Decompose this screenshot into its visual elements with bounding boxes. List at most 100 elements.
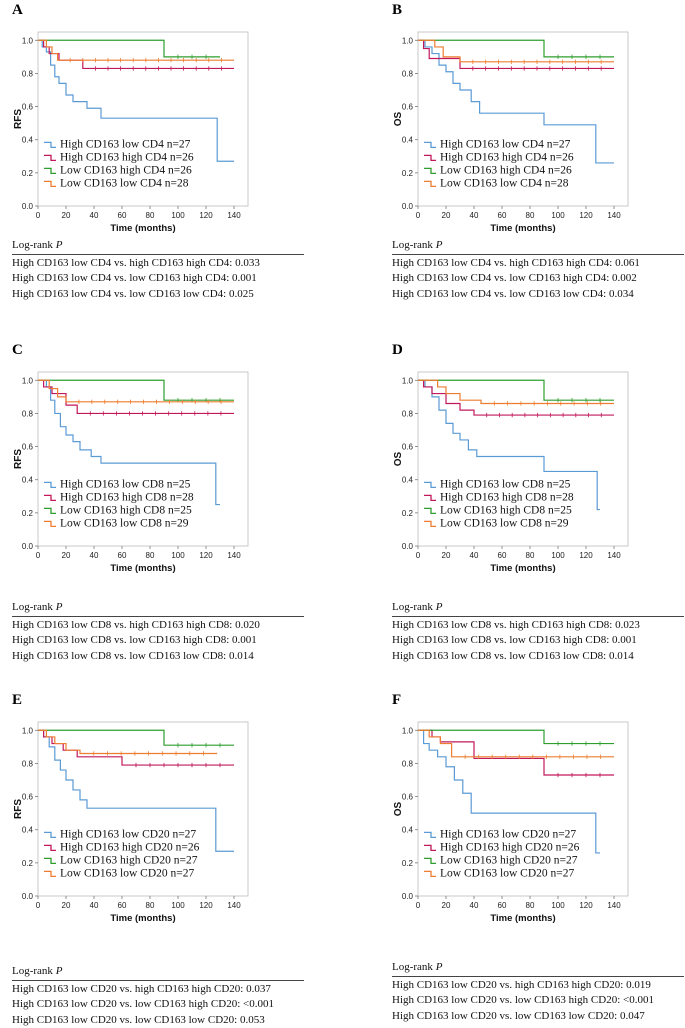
logrank-title: Log-rank P	[392, 600, 684, 617]
legend-swatch	[44, 521, 56, 526]
y-tick-label: 0.4	[402, 476, 414, 485]
panel-letter: C	[12, 342, 23, 359]
logrank-line: High CD163 low CD8 vs. low CD163 low CD8…	[392, 649, 684, 665]
x-tick-label: 0	[36, 551, 41, 560]
logrank-stats: Log-rank P High CD163 low CD4 vs. high C…	[392, 238, 684, 302]
legend-swatch	[44, 155, 56, 160]
x-axis-label: Time (months)	[490, 913, 555, 924]
legend-entry: Low CD163 high CD8 n=25	[440, 504, 572, 516]
panel-letter: D	[392, 342, 403, 359]
x-tick-label: 0	[416, 211, 421, 220]
logrank-stats: Log-rank P High CD163 low CD20 vs. high …	[392, 960, 684, 1024]
y-tick-label: 0.0	[22, 202, 34, 211]
logrank-line: High CD163 low CD4 vs. low CD163 high CD…	[12, 271, 304, 287]
logrank-line: High CD163 low CD20 vs. low CD163 high C…	[12, 997, 304, 1013]
y-tick-label: 0.2	[22, 169, 34, 178]
logrank-title: Log-rank P	[12, 238, 304, 255]
x-tick-label: 40	[90, 901, 99, 910]
y-tick-label: 0.6	[402, 793, 414, 802]
logrank-line: High CD163 low CD20 vs. high CD163 high …	[392, 978, 684, 994]
x-tick-label: 60	[498, 211, 507, 220]
logrank-title: Log-rank P	[12, 600, 304, 617]
y-tick-label: 0.2	[402, 169, 414, 178]
legend-swatch	[44, 508, 56, 513]
x-axis-label: Time (months)	[110, 913, 175, 924]
logrank-stats: Log-rank P High CD163 low CD8 vs. high C…	[12, 600, 304, 664]
y-tick-label: 0.0	[22, 542, 34, 551]
y-tick-label: 0.8	[402, 759, 414, 768]
y-tick-label: 1.0	[402, 36, 414, 45]
legend-swatch	[44, 858, 56, 863]
x-tick-label: 60	[498, 551, 507, 560]
survival-curve	[418, 380, 614, 400]
survival-curve	[38, 40, 234, 68]
legend-swatch	[424, 155, 436, 160]
x-tick-label: 140	[607, 211, 621, 220]
survival-curve	[418, 40, 614, 57]
x-axis-label: Time (months)	[490, 563, 555, 574]
y-tick-label: 0.6	[402, 443, 414, 452]
logrank-label: Log-rank	[392, 239, 433, 251]
logrank-line: High CD163 low CD20 vs. high CD163 high …	[12, 982, 304, 998]
logrank-title: Log-rank P	[392, 238, 684, 255]
logrank-p: P	[436, 601, 443, 613]
x-tick-label: 20	[442, 901, 451, 910]
legend-entry: Low CD163 low CD4 n=28	[440, 177, 569, 189]
y-axis-label: OS	[393, 111, 404, 126]
legend-entry: High CD163 low CD20 n=27	[440, 828, 576, 840]
x-tick-label: 140	[227, 551, 241, 560]
legend-entry: High CD163 low CD20 n=27	[60, 828, 196, 840]
x-tick-label: 140	[607, 901, 621, 910]
legend-entry: Low CD163 high CD8 n=25	[60, 504, 192, 516]
x-tick-label: 60	[118, 901, 127, 910]
y-axis-label: RFS	[13, 449, 24, 469]
y-tick-label: 0.8	[22, 409, 34, 418]
logrank-p: P	[56, 239, 63, 251]
legend-swatch	[424, 871, 436, 876]
x-tick-label: 80	[526, 551, 535, 560]
legend-entry: High CD163 low CD8 n=25	[440, 478, 571, 490]
legend-swatch	[44, 495, 56, 500]
legend-entry: High CD163 low CD8 n=25	[60, 478, 191, 490]
logrank-p: P	[56, 601, 63, 613]
x-tick-label: 80	[146, 551, 155, 560]
x-tick-label: 100	[171, 211, 185, 220]
legend-swatch	[44, 845, 56, 850]
legend-entry: High CD163 high CD20 n=26	[440, 841, 580, 853]
logrank-p: P	[436, 239, 443, 251]
survival-curve	[38, 380, 234, 400]
x-tick-label: 140	[227, 901, 241, 910]
panel-letter: A	[12, 2, 23, 19]
x-tick-label: 80	[146, 901, 155, 910]
logrank-stats: Log-rank P High CD163 low CD8 vs. high C…	[392, 600, 684, 664]
y-tick-label: 0.8	[22, 759, 34, 768]
logrank-p: P	[436, 961, 443, 973]
x-tick-label: 20	[62, 901, 71, 910]
y-tick-label: 0.6	[402, 103, 414, 112]
legend-entry: Low CD163 low CD20 n=27	[60, 867, 195, 879]
x-tick-label: 20	[62, 551, 71, 560]
legend-entry: High CD163 high CD8 n=28	[60, 491, 194, 503]
legend-entry: High CD163 high CD4 n=26	[60, 151, 194, 163]
x-tick-label: 0	[36, 901, 41, 910]
legend-swatch	[424, 858, 436, 863]
x-tick-label: 0	[416, 551, 421, 560]
legend-entry: High CD163 high CD4 n=26	[440, 151, 574, 163]
survival-curve	[38, 380, 234, 413]
survival-curve	[38, 380, 234, 402]
logrank-line: High CD163 low CD4 vs. low CD163 low CD4…	[392, 287, 684, 303]
x-tick-label: 120	[579, 211, 593, 220]
legend-swatch	[44, 181, 56, 186]
y-tick-label: 0.0	[402, 542, 414, 551]
y-tick-label: 1.0	[402, 376, 414, 385]
logrank-title: Log-rank P	[392, 960, 684, 977]
logrank-line: High CD163 low CD4 vs. high CD163 high C…	[12, 256, 304, 272]
legend-swatch	[424, 832, 436, 837]
x-tick-label: 40	[470, 551, 479, 560]
x-tick-label: 60	[118, 211, 127, 220]
y-tick-label: 1.0	[22, 376, 34, 385]
